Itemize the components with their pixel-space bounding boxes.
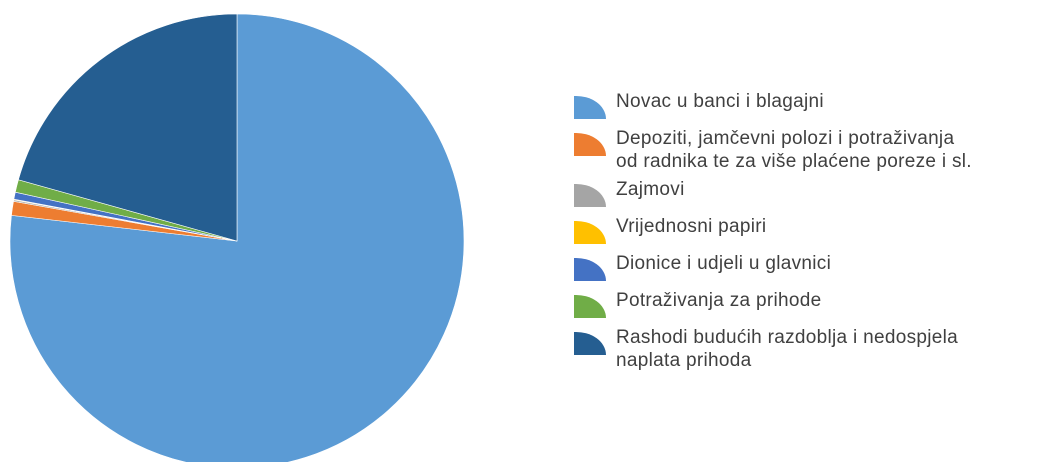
legend-swatch-6 [574,331,607,355]
legend-swatch-0 [574,95,607,119]
legend-label-0: Novac u banci i blagajni [616,91,824,112]
legend-swatch-1 [574,132,607,156]
legend-label-6: Rashodi budućih razdoblja i nedospjela n… [616,327,959,371]
legend-item-6: Rashodi budućih razdoblja i nedospjela n… [572,326,1052,372]
legend-label-1: Depoziti, jamčevni polozi i potraživanja… [616,128,972,172]
pie-slice-6 [18,13,238,242]
legend-label-3: Vrijednosni papiri [616,216,767,237]
legend-item-5: Potraživanja za prihode [572,289,1052,321]
legend-item-0: Novac u banci i blagajni [572,90,1052,122]
pie-plot-area [9,13,465,462]
legend-swatch-3 [574,220,607,244]
legend-label-4: Dionice i udjeli u glavnici [616,253,832,274]
pie-slice-0 [9,13,465,462]
legend-swatch-4 [574,257,607,281]
legend-swatch-2 [574,183,607,207]
chart-legend: Novac u banci i blagajni Depoziti, jamčev… [572,90,1052,377]
legend-swatch-5 [574,294,607,318]
legend-item-2: Zajmovi [572,178,1052,210]
legend-item-3: Vrijednosni papiri [572,215,1052,247]
legend-label-5: Potraživanja za prihode [616,290,822,311]
legend-item-4: Dionice i udjeli u glavnici [572,252,1052,284]
legend-label-2: Zajmovi [616,179,685,200]
legend-item-1: Depoziti, jamčevni polozi i potraživanja… [572,127,1052,173]
